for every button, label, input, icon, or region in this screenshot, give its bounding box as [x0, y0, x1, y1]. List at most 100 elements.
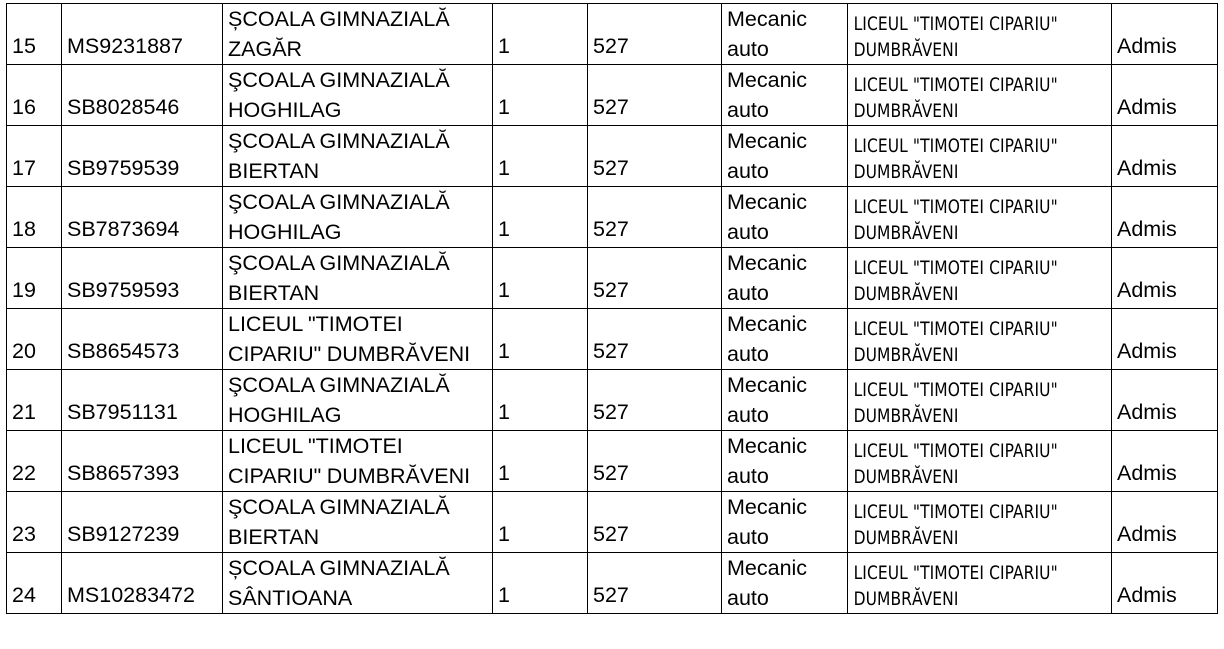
cell-status: Admis: [1111, 125, 1218, 187]
cell-option-number-text: 1: [498, 583, 510, 607]
cell-row-number: 20: [6, 308, 62, 370]
table-row: 19 SB9759593 ŞCOALA GIMNAZIALĂ BIERTAN 1 527…: [6, 247, 1218, 309]
cell-admitted-highschool: LICEUL "TIMOTEI CIPARIU" DUMBRĂVENI: [847, 3, 1112, 65]
cell-candidate-code: SB7951131: [61, 369, 223, 431]
cell-candidate-code-text: SB9759593: [67, 278, 180, 302]
cell-row-number-text: 15: [12, 34, 36, 58]
cell-score-text: 527: [593, 278, 629, 302]
cell-admitted-highschool: LICEUL "TIMOTEI CIPARIU" DUMBRĂVENI: [847, 186, 1112, 248]
table-body: 15 MS9231887 ȘCOALA GIMNAZIALĂ ZAGĂR 1 527 Me…: [6, 3, 1218, 614]
cell-specialization: Mecanic auto: [721, 430, 848, 492]
cell-school-of-origin: LICEUL "TIMOTEI CIPARIU" DUMBRĂVENI: [222, 308, 493, 370]
cell-admitted-highschool: LICEUL "TIMOTEI CIPARIU" DUMBRĂVENI: [847, 430, 1112, 492]
cell-score: 527: [587, 430, 722, 492]
cell-row-number: 18: [6, 186, 62, 248]
table-row: 23 SB9127239 ŞCOALA GIMNAZIALĂ BIERTAN 1 527…: [6, 491, 1218, 553]
cell-candidate-code-text: MS10283472: [67, 583, 195, 607]
cell-status-text: Admis: [1117, 461, 1177, 485]
cell-row-number: 22: [6, 430, 62, 492]
cell-school-of-origin: ȘCOALA GIMNAZIALĂ ZAGĂR: [222, 3, 493, 65]
cell-row-number-text: 20: [12, 339, 36, 363]
cell-row-number: 16: [6, 64, 62, 126]
cell-school-of-origin: ŞCOALA GIMNAZIALĂ BIERTAN: [222, 125, 493, 187]
cell-candidate-code: MS10283472: [61, 552, 223, 614]
cell-score: 527: [587, 247, 722, 309]
cell-score: 527: [587, 64, 722, 126]
cell-candidate-code-text: MS9231887: [67, 34, 183, 58]
cell-candidate-code-text: SB9759539: [67, 156, 180, 180]
table-row: 15 MS9231887 ȘCOALA GIMNAZIALĂ ZAGĂR 1 527 Me…: [6, 3, 1218, 65]
cell-specialization-text: Mecanic auto: [727, 68, 808, 122]
cell-specialization-text: Mecanic auto: [727, 373, 808, 427]
cell-row-number-text: 24: [12, 583, 36, 607]
cell-specialization: Mecanic auto: [721, 308, 848, 370]
cell-row-number: 17: [6, 125, 62, 187]
cell-row-number-text: 16: [12, 95, 36, 119]
cell-status: Admis: [1111, 186, 1218, 248]
table-row: 16 SB8028546 ŞCOALA GIMNAZIALĂ HOGHILAG 1 52…: [6, 64, 1218, 126]
cell-specialization: Mecanic auto: [721, 125, 848, 187]
cell-specialization: Mecanic auto: [721, 64, 848, 126]
cell-specialization: Mecanic auto: [721, 369, 848, 431]
cell-row-number: 21: [6, 369, 62, 431]
cell-school-of-origin-text: ŞCOALA GIMNAZIALĂ BIERTAN: [228, 251, 450, 305]
table-row: 17 SB9759539 ŞCOALA GIMNAZIALĂ BIERTAN 1 527…: [6, 125, 1218, 187]
cell-admitted-highschool-text: LICEUL "TIMOTEI CIPARIU" DUMBRĂVENI: [853, 14, 1058, 61]
cell-specialization-text: Mecanic auto: [727, 312, 808, 366]
cell-candidate-code: SB8654573: [61, 308, 223, 370]
cell-candidate-code-text: SB7873694: [67, 217, 180, 241]
cell-school-of-origin-text: LICEUL "TIMOTEI CIPARIU" DUMBRĂVENI: [228, 312, 471, 366]
cell-status-text: Admis: [1117, 278, 1177, 302]
cell-admitted-highschool-text: LICEUL "TIMOTEI CIPARIU" DUMBRĂVENI: [853, 441, 1058, 488]
cell-admitted-highschool-text: LICEUL "TIMOTEI CIPARIU" DUMBRĂVENI: [853, 75, 1058, 122]
cell-admitted-highschool-text: LICEUL "TIMOTEI CIPARIU" DUMBRĂVENI: [853, 136, 1058, 183]
cell-admitted-highschool-text: LICEUL "TIMOTEI CIPARIU" DUMBRĂVENI: [853, 563, 1058, 610]
cell-status: Admis: [1111, 247, 1218, 309]
cell-option-number: 1: [492, 125, 588, 187]
cell-school-of-origin-text: LICEUL "TIMOTEI CIPARIU" DUMBRĂVENI: [228, 434, 471, 488]
cell-status: Admis: [1111, 64, 1218, 126]
cell-score-text: 527: [593, 461, 629, 485]
cell-score: 527: [587, 125, 722, 187]
cell-option-number-text: 1: [498, 278, 510, 302]
cell-admitted-highschool: LICEUL "TIMOTEI CIPARIU" DUMBRĂVENI: [847, 369, 1112, 431]
cell-admitted-highschool-text: LICEUL "TIMOTEI CIPARIU" DUMBRĂVENI: [853, 258, 1058, 305]
cell-admitted-highschool: LICEUL "TIMOTEI CIPARIU" DUMBRĂVENI: [847, 552, 1112, 614]
cell-option-number-text: 1: [498, 34, 510, 58]
table-row: 22 SB8657393 LICEUL "TIMOTEI CIPARIU" DUMB…: [6, 430, 1218, 492]
cell-admitted-highschool: LICEUL "TIMOTEI CIPARIU" DUMBRĂVENI: [847, 247, 1112, 309]
cell-option-number-text: 1: [498, 400, 510, 424]
cell-school-of-origin: ŞCOALA GIMNAZIALĂ BIERTAN: [222, 247, 493, 309]
cell-candidate-code-text: SB8028546: [67, 95, 180, 119]
cell-score: 527: [587, 308, 722, 370]
cell-score: 527: [587, 369, 722, 431]
cell-school-of-origin-text: ŞCOALA GIMNAZIALĂ BIERTAN: [228, 495, 450, 549]
cell-specialization-text: Mecanic auto: [727, 129, 808, 183]
cell-school-of-origin: ŞCOALA GIMNAZIALĂ HOGHILAG: [222, 186, 493, 248]
cell-candidate-code: MS9231887: [61, 3, 223, 65]
cell-status: Admis: [1111, 552, 1218, 614]
cell-school-of-origin: ŞCOALA GIMNAZIALĂ HOGHILAG: [222, 369, 493, 431]
cell-candidate-code-text: SB8657393: [67, 461, 180, 485]
cell-option-number-text: 1: [498, 156, 510, 180]
cell-status-text: Admis: [1117, 339, 1177, 363]
cell-status-text: Admis: [1117, 400, 1177, 424]
cell-row-number-text: 19: [12, 278, 36, 302]
cell-specialization-text: Mecanic auto: [727, 556, 808, 610]
cell-school-of-origin-text: ŞCOALA GIMNAZIALĂ HOGHILAG: [228, 68, 450, 122]
table-row: 18 SB7873694 ŞCOALA GIMNAZIALĂ HOGHILAG 1 52…: [6, 186, 1218, 248]
cell-row-number: 15: [6, 3, 62, 65]
cell-status-text: Admis: [1117, 156, 1177, 180]
cell-specialization-text: Mecanic auto: [727, 495, 808, 549]
cell-specialization: Mecanic auto: [721, 186, 848, 248]
cell-admitted-highschool: LICEUL "TIMOTEI CIPARIU" DUMBRĂVENI: [847, 64, 1112, 126]
cell-option-number-text: 1: [498, 461, 510, 485]
cell-option-number-text: 1: [498, 217, 510, 241]
cell-candidate-code: SB9759593: [61, 247, 223, 309]
cell-status-text: Admis: [1117, 34, 1177, 58]
cell-option-number-text: 1: [498, 339, 510, 363]
cell-admitted-highschool: LICEUL "TIMOTEI CIPARIU" DUMBRĂVENI: [847, 125, 1112, 187]
cell-score-text: 527: [593, 34, 629, 58]
cell-option-number: 1: [492, 552, 588, 614]
table-row: 20 SB8654573 LICEUL "TIMOTEI CIPARIU" DUMB…: [6, 308, 1218, 370]
